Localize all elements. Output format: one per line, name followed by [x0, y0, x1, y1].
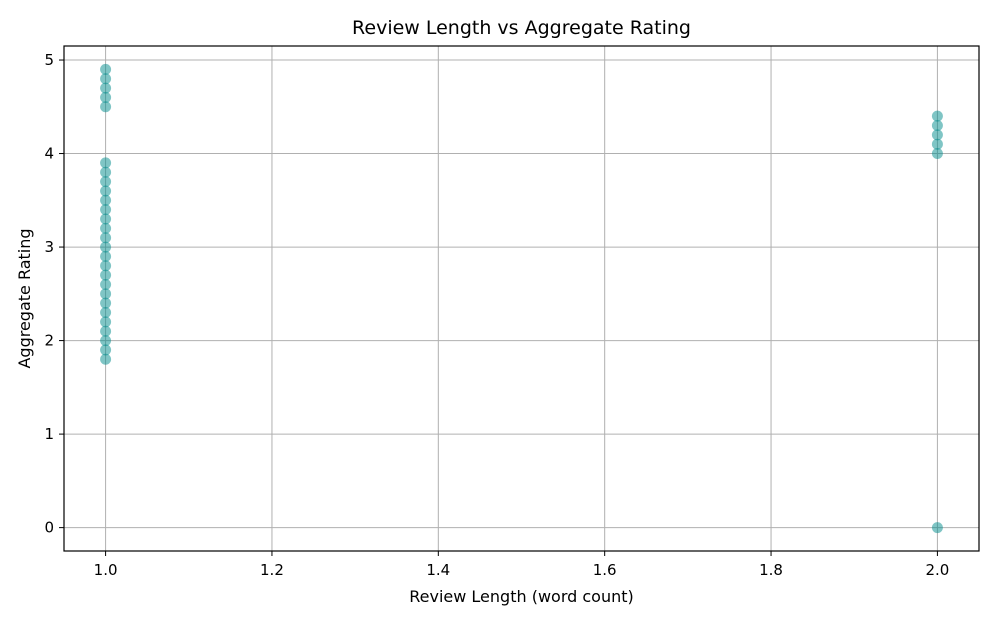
- data-point: [100, 82, 112, 94]
- data-point: [100, 222, 112, 234]
- data-point: [100, 316, 112, 328]
- y-axis-label: Aggregate Rating: [15, 228, 34, 368]
- axis-ticks: 1.0 1.2 1.4 1.6 1.8 2.0 0 1 2 3 4 5: [44, 51, 949, 579]
- data-points: [100, 63, 943, 534]
- data-point: [100, 344, 112, 356]
- data-point: [100, 241, 112, 253]
- data-point: [100, 335, 112, 347]
- data-point: [100, 250, 112, 262]
- data-point: [100, 325, 112, 337]
- y-tick-label: 4: [44, 145, 54, 163]
- plot-area-frame: [63, 45, 980, 552]
- x-tick-label: 1.4: [426, 561, 450, 579]
- data-point: [931, 119, 943, 131]
- x-tick-label: 2.0: [925, 561, 949, 579]
- data-point: [931, 110, 943, 122]
- x-axis-label: Review Length (word count): [409, 587, 633, 606]
- y-tick-label: 1: [44, 425, 54, 443]
- data-point: [100, 91, 112, 103]
- data-point: [100, 157, 112, 169]
- data-point: [100, 213, 112, 225]
- x-tick-label: 1.6: [593, 561, 617, 579]
- data-point: [931, 138, 943, 150]
- data-point: [100, 288, 112, 300]
- data-point: [931, 148, 943, 160]
- y-tick-label: 0: [44, 519, 54, 537]
- data-point: [100, 176, 112, 188]
- data-point: [100, 232, 112, 244]
- data-point: [100, 194, 112, 206]
- grid-lines: [64, 46, 979, 551]
- data-point: [100, 307, 112, 319]
- data-point: [100, 204, 112, 216]
- data-point: [931, 129, 943, 141]
- data-point: [100, 185, 112, 197]
- data-point: [100, 278, 112, 290]
- data-point: [931, 522, 943, 534]
- data-point: [100, 297, 112, 309]
- y-tick-label: 3: [44, 238, 54, 256]
- x-tick-label: 1.0: [94, 561, 118, 579]
- data-point: [100, 353, 112, 365]
- data-point: [100, 73, 112, 85]
- data-point: [100, 63, 112, 75]
- data-point: [100, 260, 112, 272]
- x-tick-label: 1.2: [260, 561, 284, 579]
- data-point: [100, 269, 112, 281]
- chart-title: Review Length vs Aggregate Rating: [352, 17, 691, 39]
- y-tick-label: 5: [44, 51, 54, 69]
- data-point: [100, 101, 112, 113]
- y-tick-label: 2: [44, 332, 54, 350]
- x-tick-label: 1.8: [759, 561, 783, 579]
- data-point: [100, 166, 112, 178]
